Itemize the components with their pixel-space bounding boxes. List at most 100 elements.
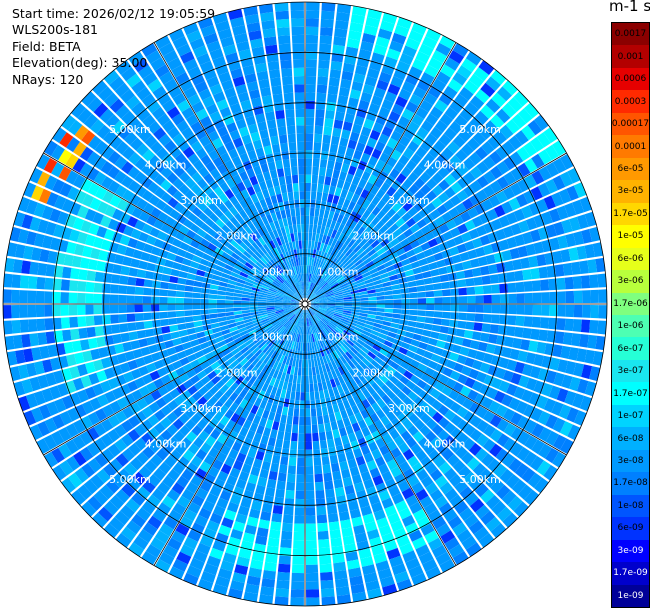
range-gate-cell <box>310 408 317 417</box>
range-gate-cell <box>238 49 252 60</box>
range-gate-cell <box>405 159 417 172</box>
range-gate-cell <box>363 478 375 490</box>
range-gate-cell <box>311 333 315 342</box>
range-gate-cell <box>72 217 85 231</box>
range-gate-cell <box>265 44 278 55</box>
range-gate-cell <box>109 98 125 113</box>
range-gate-cell <box>407 455 420 468</box>
range-gate-cell <box>187 212 198 223</box>
range-gate-cell <box>376 336 386 344</box>
range-gate-cell <box>272 360 279 370</box>
range-gate-cell <box>353 73 366 84</box>
range-gate-cell <box>305 556 318 565</box>
range-gate-cell <box>52 278 62 291</box>
range-ring-label: 4.00km <box>424 159 466 172</box>
range-gate-cell <box>261 285 270 290</box>
range-gate-cell <box>319 348 325 357</box>
range-gate-cell <box>415 51 430 64</box>
range-gate-cell <box>536 198 549 213</box>
range-gate-cell <box>549 291 558 304</box>
range-gate-cell <box>346 559 360 570</box>
range-gate-cell <box>220 36 235 48</box>
range-gate-cell <box>475 146 488 160</box>
range-gate-cell <box>299 350 303 360</box>
range-gate-cell <box>176 120 190 133</box>
range-gate-cell <box>424 231 435 242</box>
range-gate-cell <box>517 484 533 500</box>
range-gate-cell <box>514 234 525 247</box>
range-gate-cell <box>292 224 298 233</box>
range-gate-cell <box>248 30 262 41</box>
range-gate-cell <box>29 216 41 232</box>
range-gate-cell <box>342 121 353 132</box>
range-gate-cell <box>358 360 368 370</box>
range-gate-cell <box>226 475 238 486</box>
range-gate-cell <box>276 291 285 296</box>
range-gate-cell <box>249 304 258 307</box>
range-gate-cell <box>281 406 289 416</box>
range-gate-cell <box>202 346 212 355</box>
range-gate-cell <box>557 235 568 249</box>
range-gate-cell <box>151 319 161 328</box>
range-gate-cell <box>251 500 262 511</box>
range-gate-cell <box>383 370 393 380</box>
range-gate-cell <box>240 346 249 355</box>
range-gate-cell <box>523 451 537 467</box>
range-gate-cell <box>412 58 427 72</box>
range-gate-cell <box>247 259 256 267</box>
range-gate-cell <box>101 304 111 314</box>
range-ring-label: 2.00km <box>353 366 395 379</box>
range-gate-cell <box>517 162 531 177</box>
range-gate-cell <box>72 435 86 450</box>
range-gate-cell <box>312 375 318 384</box>
range-gate-cell <box>475 448 488 462</box>
range-gate-cell <box>281 262 288 271</box>
range-gate-cell <box>358 99 370 111</box>
range-gate-cell <box>108 414 121 428</box>
range-gate-cell <box>286 260 291 269</box>
range-gate-cell <box>211 274 221 281</box>
range-gate-cell <box>306 290 310 299</box>
range-gate-cell <box>241 297 250 301</box>
range-gate-cell <box>391 179 402 191</box>
range-gate-cell <box>197 578 214 591</box>
range-gate-cell <box>277 313 285 318</box>
range-gate-cell <box>221 170 232 182</box>
range-gate-cell <box>208 294 218 300</box>
range-gate-cell <box>375 220 385 230</box>
range-gate-cell <box>287 473 296 483</box>
range-gate-cell <box>324 363 331 373</box>
range-gate-cell <box>316 289 324 296</box>
range-gate-cell <box>364 278 374 285</box>
range-gate-cell <box>132 348 143 359</box>
range-gate-cell <box>452 215 464 227</box>
range-gate-cell <box>383 340 393 348</box>
range-gate-cell <box>317 340 322 349</box>
range-gate-cell <box>543 398 556 413</box>
range-gate-cell <box>240 409 250 419</box>
range-gate-cell <box>128 542 145 557</box>
range-gate-cell <box>44 291 53 304</box>
range-gate-cell <box>318 309 326 314</box>
range-gate-cell <box>364 181 374 192</box>
range-gate-cell <box>207 356 217 366</box>
range-gate-cell <box>243 318 253 324</box>
range-gate-cell <box>378 106 391 118</box>
range-gate-cell <box>143 393 155 406</box>
range-gate-cell <box>255 339 264 347</box>
range-gate-cell <box>306 290 309 299</box>
range-gate-cell <box>407 121 420 134</box>
range-gate-cell <box>338 335 346 343</box>
range-gate-cell <box>327 246 334 255</box>
range-gate-cell <box>398 88 412 101</box>
range-gate-cell <box>496 262 506 273</box>
range-gate-cell <box>319 306 328 309</box>
range-gate-cell <box>390 149 402 161</box>
range-gate-cell <box>474 286 484 295</box>
range-gate-cell <box>405 101 419 114</box>
range-gate-cell <box>161 442 174 455</box>
range-gate-cell <box>288 340 293 349</box>
range-gate-cell <box>311 304 320 306</box>
range-gate-cell <box>69 316 79 328</box>
range-gate-cell <box>282 347 288 356</box>
